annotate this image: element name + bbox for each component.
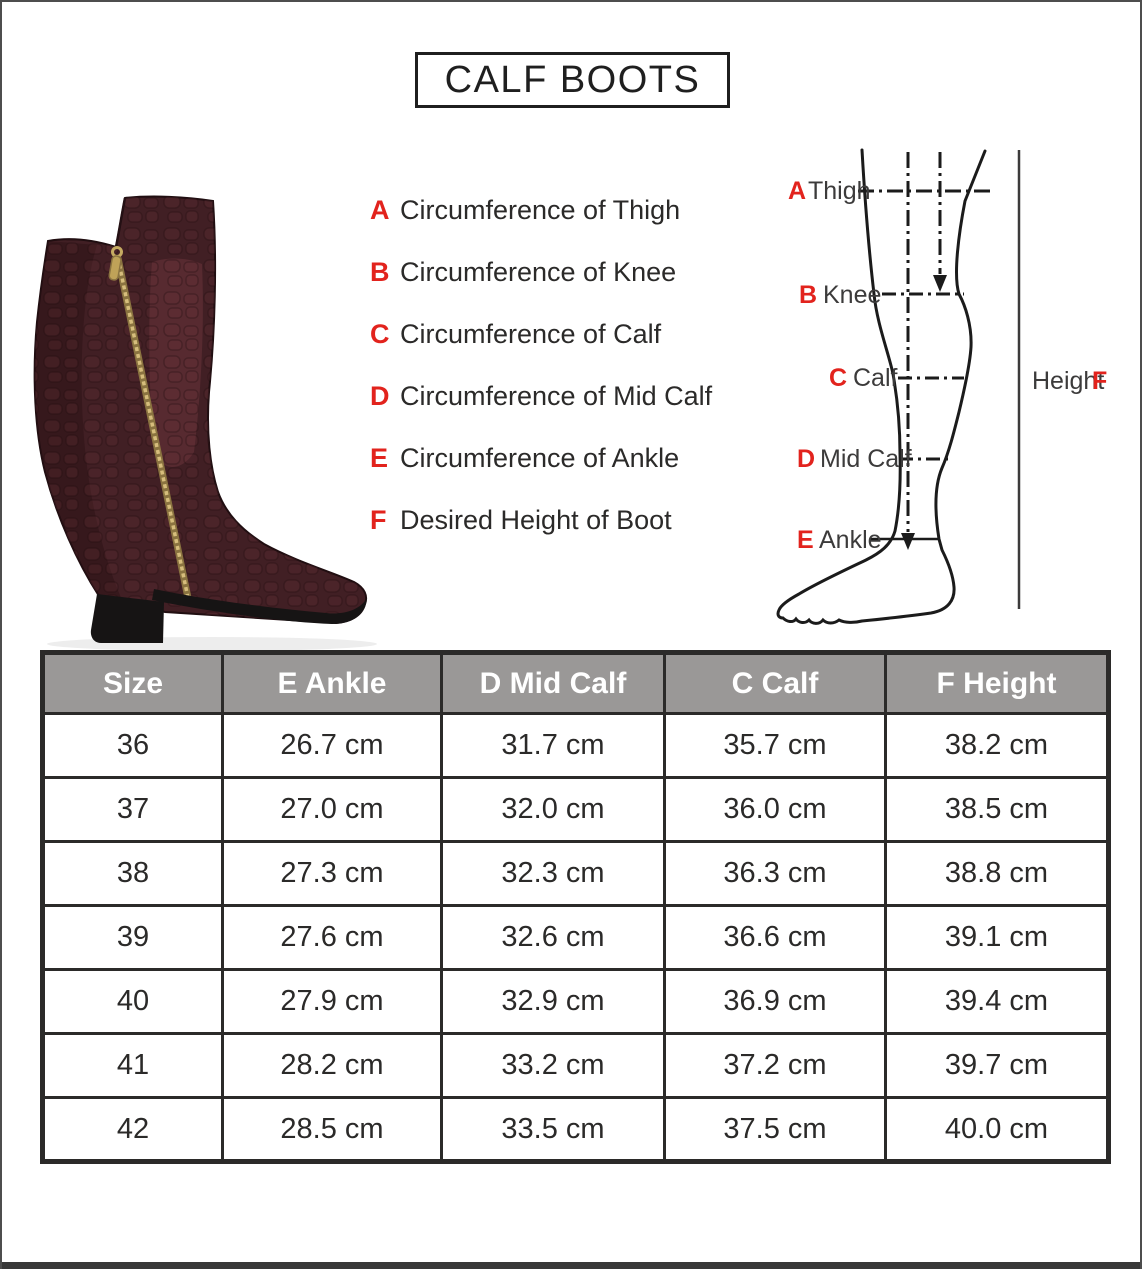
cell-f-height: 39.4 cm <box>884 968 1110 1035</box>
table-row: 39 27.6 cm 32.6 cm 36.6 cm 39.1 cm <box>41 904 1110 971</box>
cell-c-calf: 37.5 cm <box>663 1096 887 1163</box>
cell-d-mid-calf: 31.7 cm <box>440 712 666 779</box>
diagram-letter-c: C <box>829 364 847 392</box>
diagram-letter-e: E <box>797 526 814 554</box>
cell-c-calf: 35.7 cm <box>663 712 887 779</box>
legend-item-height: F Desired Height of Boot <box>370 506 712 534</box>
cell-e-ankle: 27.0 cm <box>221 776 443 843</box>
zipper-teeth <box>116 257 190 599</box>
boot-sole <box>152 589 367 624</box>
cell-e-ankle: 27.3 cm <box>221 840 443 907</box>
cell-e-ankle: 27.9 cm <box>221 968 443 1035</box>
legend-text-knee: Circumference of Knee <box>400 257 677 287</box>
legend-item-ankle: E Circumference of Ankle <box>370 444 712 472</box>
cell-d-mid-calf: 33.5 cm <box>440 1096 666 1163</box>
cell-e-ankle: 27.6 cm <box>221 904 443 971</box>
bottom-divider-bar <box>2 1262 1140 1269</box>
cell-c-calf: 36.3 cm <box>663 840 887 907</box>
table-row: 40 27.9 cm 32.9 cm 36.9 cm 39.4 cm <box>41 968 1110 1035</box>
cell-size: 37 <box>41 776 224 843</box>
boot-seam <box>114 197 127 248</box>
boot-heel <box>90 594 164 643</box>
cell-e-ankle: 28.2 cm <box>221 1032 443 1099</box>
measurement-legend: A Circumference of Thigh B Circumference… <box>370 196 712 534</box>
header-cell-f-height: F Height <box>884 651 1110 715</box>
diagram-label-height: Height <box>1032 367 1104 395</box>
diagram-letter-f: F <box>1092 367 1107 395</box>
cell-f-height: 38.2 cm <box>884 712 1110 779</box>
cell-f-height: 38.8 cm <box>884 840 1110 907</box>
header-cell-d-mid-calf: D Mid Calf <box>440 651 666 715</box>
cell-e-ankle: 28.5 cm <box>221 1096 443 1163</box>
cell-f-height: 40.0 cm <box>884 1096 1110 1163</box>
legend-item-mid-calf: D Circumference of Mid Calf <box>370 382 712 410</box>
diagram-label-calf: Calf <box>853 364 898 392</box>
cell-size: 39 <box>41 904 224 971</box>
diagram-label-knee: Knee <box>823 281 881 309</box>
diagram-label-ankle: Ankle <box>819 526 882 554</box>
vertical-guide-long-arrow <box>901 533 915 550</box>
legend-letter-e: E <box>370 443 389 473</box>
legend-letter-c: C <box>370 319 390 349</box>
cell-c-calf: 36.0 cm <box>663 776 887 843</box>
cell-c-calf: 36.9 cm <box>663 968 887 1035</box>
legend-letter-d: D <box>370 381 390 411</box>
cell-d-mid-calf: 32.9 cm <box>440 968 666 1035</box>
legend-item-thigh: A Circumference of Thigh <box>370 196 712 224</box>
cell-size: 41 <box>41 1032 224 1099</box>
table-row: 41 28.2 cm 33.2 cm 37.2 cm 39.7 cm <box>41 1032 1110 1099</box>
legend-letter-a: A <box>370 195 390 225</box>
cell-d-mid-calf: 32.3 cm <box>440 840 666 907</box>
header-cell-e-ankle: E Ankle <box>221 651 443 715</box>
legend-text-thigh: Circumference of Thigh <box>400 195 681 225</box>
table-header-row: Size E Ankle D Mid Calf C Calf F Height <box>41 651 1110 715</box>
table-row: 37 27.0 cm 32.0 cm 36.0 cm 38.5 cm <box>41 776 1110 843</box>
boot-croc-texture <box>34 196 367 624</box>
cell-size: 38 <box>41 840 224 907</box>
legend-text-mid-calf: Circumference of Mid Calf <box>400 381 713 411</box>
page-title: CALF BOOTS <box>444 58 701 101</box>
vertical-guide-short-arrow <box>933 275 947 292</box>
cell-f-height: 39.7 cm <box>884 1032 1110 1099</box>
legend-letter-b: B <box>370 257 390 287</box>
legend-item-knee: B Circumference of Knee <box>370 258 712 286</box>
cell-size: 42 <box>41 1096 224 1163</box>
legend-text-height: Desired Height of Boot <box>400 505 672 535</box>
legend-letter-f: F <box>370 505 387 535</box>
cell-d-mid-calf: 32.6 cm <box>440 904 666 971</box>
leg-measurement-diagram: A Thigh B Knee C Calf D Mid Calf E Ankle… <box>776 148 1107 625</box>
cell-e-ankle: 26.7 cm <box>221 712 443 779</box>
legend-text-ankle: Circumference of Ankle <box>400 443 680 473</box>
size-table: Size E Ankle D Mid Calf C Calf F Height … <box>40 650 1111 1164</box>
table-row: 42 28.5 cm 33.5 cm 37.5 cm 40.0 cm <box>41 1096 1110 1163</box>
cell-d-mid-calf: 32.0 cm <box>440 776 666 843</box>
cell-f-height: 38.5 cm <box>884 776 1110 843</box>
cell-size: 36 <box>41 712 224 779</box>
diagram-label-mid-calf: Mid Calf <box>820 445 912 473</box>
diagram-letter-d: D <box>797 445 815 473</box>
header-cell-size: Size <box>41 651 224 715</box>
table-row: 38 27.3 cm 32.3 cm 36.3 cm 38.8 cm <box>41 840 1110 907</box>
diagram-letter-b: B <box>799 281 817 309</box>
header-cell-c-calf: C Calf <box>663 651 887 715</box>
diagram-letter-a: A <box>788 177 806 205</box>
cell-f-height: 39.1 cm <box>884 904 1110 971</box>
cell-c-calf: 37.2 cm <box>663 1032 887 1099</box>
cell-c-calf: 36.6 cm <box>663 904 887 971</box>
calf-boot-photo <box>33 195 377 651</box>
legend-text-calf: Circumference of Calf <box>400 319 662 349</box>
cell-d-mid-calf: 33.2 cm <box>440 1032 666 1099</box>
cell-size: 40 <box>41 968 224 1035</box>
leg-outline <box>776 148 987 625</box>
zipper-pull <box>108 255 122 281</box>
legend-item-calf: C Circumference of Calf <box>370 320 712 348</box>
table-row: 36 26.7 cm 31.7 cm 35.7 cm 38.2 cm <box>41 712 1110 779</box>
diagram-label-thigh: Thigh <box>808 177 871 205</box>
title-box: CALF BOOTS <box>415 52 730 108</box>
